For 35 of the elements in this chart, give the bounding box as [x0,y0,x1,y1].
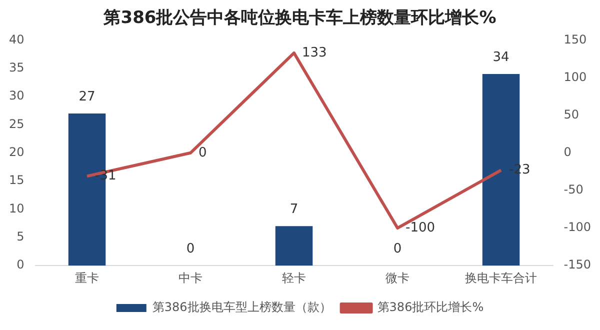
data-label: 27 [78,89,96,104]
y-tick-label: 35 [8,60,24,74]
x-tick-label: 中卡 [178,270,203,285]
y2-tick-label: 150 [564,32,587,46]
y-tick-label: 20 [8,145,24,160]
data-label: -23 [509,162,530,178]
y2-tick-label: -150 [564,258,591,272]
y-tick-label: 40 [8,32,24,46]
legend-label: 第386批换电车型上榜数量（款） [152,300,332,314]
y2-tick-label: -100 [564,220,591,234]
y-tick-label: 15 [8,173,24,188]
data-label: 0 [186,241,195,256]
data-label: -100 [406,220,436,236]
data-label: 7 [290,202,298,218]
x-tick-label: 重卡 [75,270,100,285]
y2-tick-label: -50 [564,182,584,197]
chart-title: 第386批公告中各吨位换电卡车上榜数量环比增长% [102,7,498,29]
y-tick-label: 30 [8,88,24,103]
data-label: 0 [198,145,207,160]
y2-tick-label: 50 [564,107,580,122]
x-tick-label: 轻卡 [282,270,306,285]
y-tick-label: 10 [8,201,24,216]
legend-label: 第386批环比增长% [377,300,484,314]
data-label: 0 [393,241,402,256]
y2-tick-label: 100 [564,70,587,84]
y-tick-label: 25 [8,116,24,131]
bar [275,226,313,266]
y-tick-label: 5 [16,230,24,244]
y2-tick-label: 0 [564,145,572,160]
y-tick-label: 0 [16,258,24,272]
data-label: 133 [302,45,327,60]
data-label: -31 [95,168,116,184]
x-tick-label: 换电卡车合计 [465,270,538,285]
data-label: 34 [492,50,510,65]
x-tick-label: 微卡 [386,270,410,285]
